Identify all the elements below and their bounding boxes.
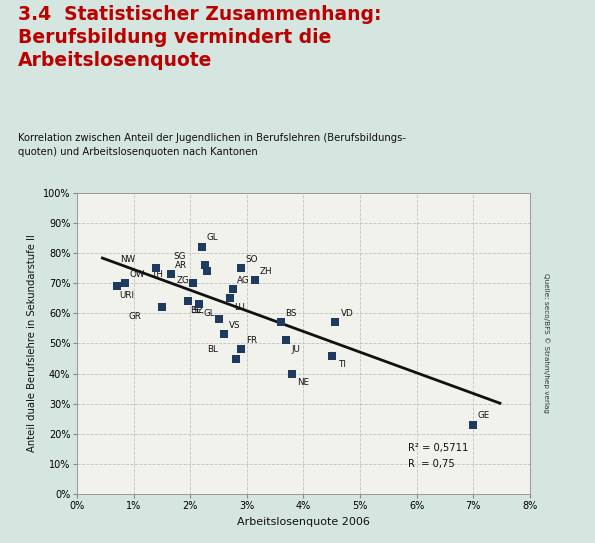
Text: SO: SO — [246, 255, 258, 263]
Point — [183, 297, 192, 306]
Text: TI: TI — [339, 360, 346, 369]
Text: ZG: ZG — [176, 276, 189, 285]
Point — [200, 261, 209, 269]
Text: ZH: ZH — [260, 267, 273, 276]
Text: R² = 0,5711: R² = 0,5711 — [408, 444, 468, 453]
Point — [282, 336, 292, 345]
Point — [121, 279, 130, 288]
Text: VD: VD — [342, 309, 354, 318]
Point — [327, 351, 337, 360]
Text: LU: LU — [234, 303, 245, 312]
Text: BE: BE — [190, 306, 202, 315]
Point — [236, 264, 246, 273]
Y-axis label: Anteil duale Berufslehre in Sekundarstufe II: Anteil duale Berufslehre in Sekundarstuf… — [27, 235, 37, 452]
Text: TH: TH — [151, 270, 163, 279]
Text: FR: FR — [246, 336, 257, 345]
Text: URI: URI — [120, 291, 134, 300]
Text: AR: AR — [175, 261, 187, 270]
Text: OW: OW — [130, 270, 145, 279]
X-axis label: Arbeitslosenquote 2006: Arbeitslosenquote 2006 — [237, 516, 370, 527]
Text: VS: VS — [229, 321, 240, 330]
Point — [202, 267, 212, 275]
Text: BL: BL — [207, 345, 218, 354]
Text: GR: GR — [129, 312, 141, 321]
Text: JU: JU — [291, 345, 300, 354]
Point — [250, 276, 260, 285]
Point — [194, 300, 203, 308]
Text: GL: GL — [206, 233, 218, 243]
Text: R  = 0,75: R = 0,75 — [408, 458, 455, 469]
Point — [236, 345, 246, 354]
Point — [112, 282, 122, 291]
Text: 3.4  Statistischer Zusammenhang:
Berufsbildung vermindert die
Arbeitslosenquote: 3.4 Statistischer Zusammenhang: Berufsbi… — [18, 5, 381, 70]
Point — [166, 270, 176, 279]
Text: NW: NW — [120, 255, 135, 263]
Point — [220, 330, 229, 339]
Point — [287, 369, 297, 378]
Text: Quelle: seco/BFS © Strahm/hep verlag: Quelle: seco/BFS © Strahm/hep verlag — [543, 274, 549, 413]
Text: SG: SG — [174, 251, 186, 261]
Point — [157, 303, 167, 312]
Point — [231, 354, 240, 363]
Point — [276, 318, 286, 327]
Text: GL: GL — [203, 309, 215, 318]
Point — [468, 420, 478, 429]
Text: BS: BS — [286, 309, 297, 318]
Point — [214, 315, 223, 324]
Text: Korrelation zwischen Anteil der Jugendlichen in Berufslehren (Berufsbildungs-
qu: Korrelation zwischen Anteil der Jugendli… — [18, 133, 406, 156]
Text: AG: AG — [237, 276, 250, 285]
Point — [197, 243, 206, 251]
Text: NE: NE — [297, 378, 309, 387]
Point — [152, 264, 161, 273]
Point — [330, 318, 339, 327]
Point — [189, 279, 198, 288]
Text: GE: GE — [478, 411, 490, 420]
Point — [225, 294, 234, 302]
Point — [228, 285, 237, 294]
Text: SZ: SZ — [192, 306, 203, 315]
